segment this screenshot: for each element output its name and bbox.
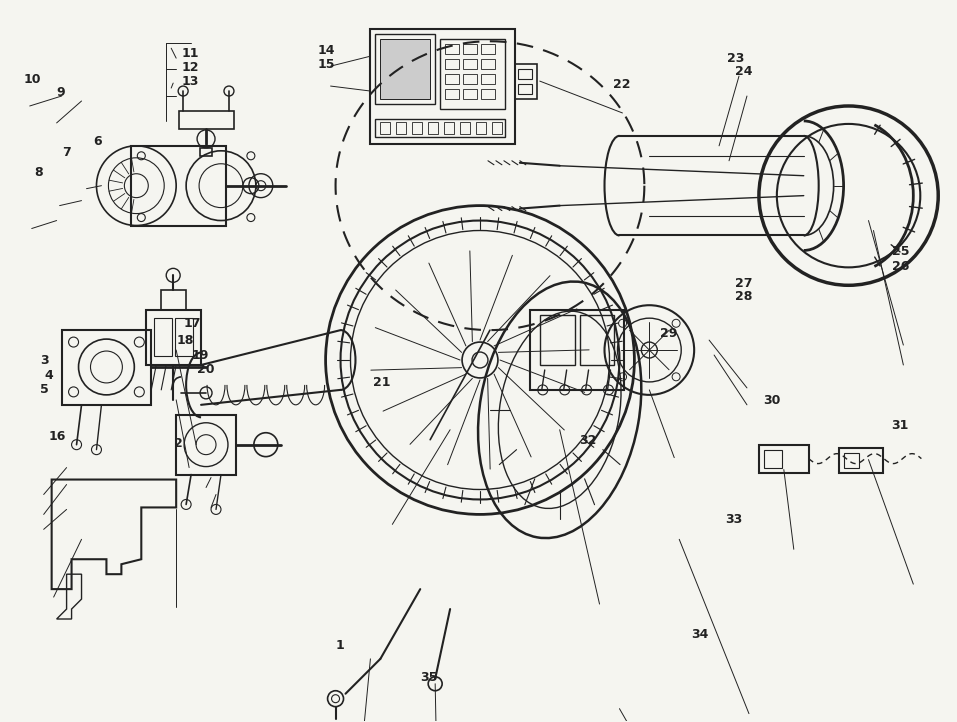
Text: 4: 4 [44, 369, 53, 382]
Bar [492, 122, 501, 134]
Text: 12: 12 [182, 61, 199, 74]
Bar [476, 122, 486, 134]
Text: 19: 19 [191, 349, 209, 362]
Bar [445, 89, 459, 99]
Bar [375, 34, 435, 104]
Bar [481, 44, 495, 54]
Bar [843, 453, 858, 468]
Bar [380, 39, 431, 99]
Bar [412, 122, 422, 134]
Bar [428, 122, 438, 134]
Bar [518, 69, 532, 79]
Text: 20: 20 [197, 363, 214, 376]
Bar [176, 415, 236, 474]
Text: 33: 33 [725, 513, 743, 526]
Bar [463, 44, 477, 54]
Text: 29: 29 [660, 327, 678, 340]
Bar [175, 318, 193, 356]
Text: 24: 24 [735, 66, 752, 79]
Text: 5: 5 [40, 383, 49, 396]
Bar [161, 290, 186, 310]
Bar [131, 146, 226, 225]
Bar [179, 111, 234, 129]
Text: 25: 25 [892, 245, 909, 258]
Text: 21: 21 [372, 376, 390, 389]
Bar [463, 74, 477, 84]
Text: 2: 2 [174, 438, 183, 451]
Text: 18: 18 [176, 334, 193, 347]
Text: 10: 10 [24, 73, 41, 86]
Bar [530, 310, 624, 390]
Text: 14: 14 [317, 44, 335, 57]
Bar [445, 74, 459, 84]
Text: 9: 9 [56, 86, 65, 99]
Text: 22: 22 [612, 77, 631, 90]
Bar [838, 448, 883, 473]
Bar [380, 122, 390, 134]
Bar [764, 450, 782, 468]
Bar [61, 330, 151, 405]
Text: 23: 23 [727, 53, 745, 66]
Text: 35: 35 [420, 671, 437, 684]
Bar [146, 310, 201, 365]
Bar [370, 30, 515, 144]
Bar [759, 445, 809, 473]
Bar [463, 59, 477, 69]
Bar [481, 89, 495, 99]
Bar [463, 89, 477, 99]
Bar [440, 39, 505, 109]
Bar [518, 84, 532, 94]
Text: 7: 7 [62, 146, 71, 159]
Bar [481, 74, 495, 84]
Bar [200, 148, 212, 156]
Text: 16: 16 [49, 430, 66, 443]
Bar [444, 122, 454, 134]
Bar [460, 122, 470, 134]
Text: 6: 6 [93, 135, 101, 148]
Bar [445, 59, 459, 69]
Bar [154, 318, 172, 356]
Text: 8: 8 [33, 166, 42, 179]
Text: 26: 26 [892, 260, 909, 273]
Text: 27: 27 [735, 277, 752, 290]
Text: 32: 32 [579, 434, 597, 447]
Text: 30: 30 [764, 394, 781, 407]
Bar [375, 119, 505, 137]
Text: 17: 17 [184, 317, 201, 330]
Bar [445, 44, 459, 54]
Text: 28: 28 [735, 290, 752, 303]
Text: 13: 13 [182, 75, 199, 88]
Bar [515, 64, 537, 99]
Bar [396, 122, 407, 134]
Text: 15: 15 [317, 58, 335, 71]
Text: 31: 31 [891, 419, 908, 432]
Text: 34: 34 [691, 628, 708, 641]
Bar [481, 59, 495, 69]
Text: 11: 11 [182, 47, 199, 60]
Text: 3: 3 [40, 355, 49, 367]
Bar [580, 316, 614, 365]
Text: 1: 1 [336, 638, 345, 651]
Bar [540, 316, 574, 365]
